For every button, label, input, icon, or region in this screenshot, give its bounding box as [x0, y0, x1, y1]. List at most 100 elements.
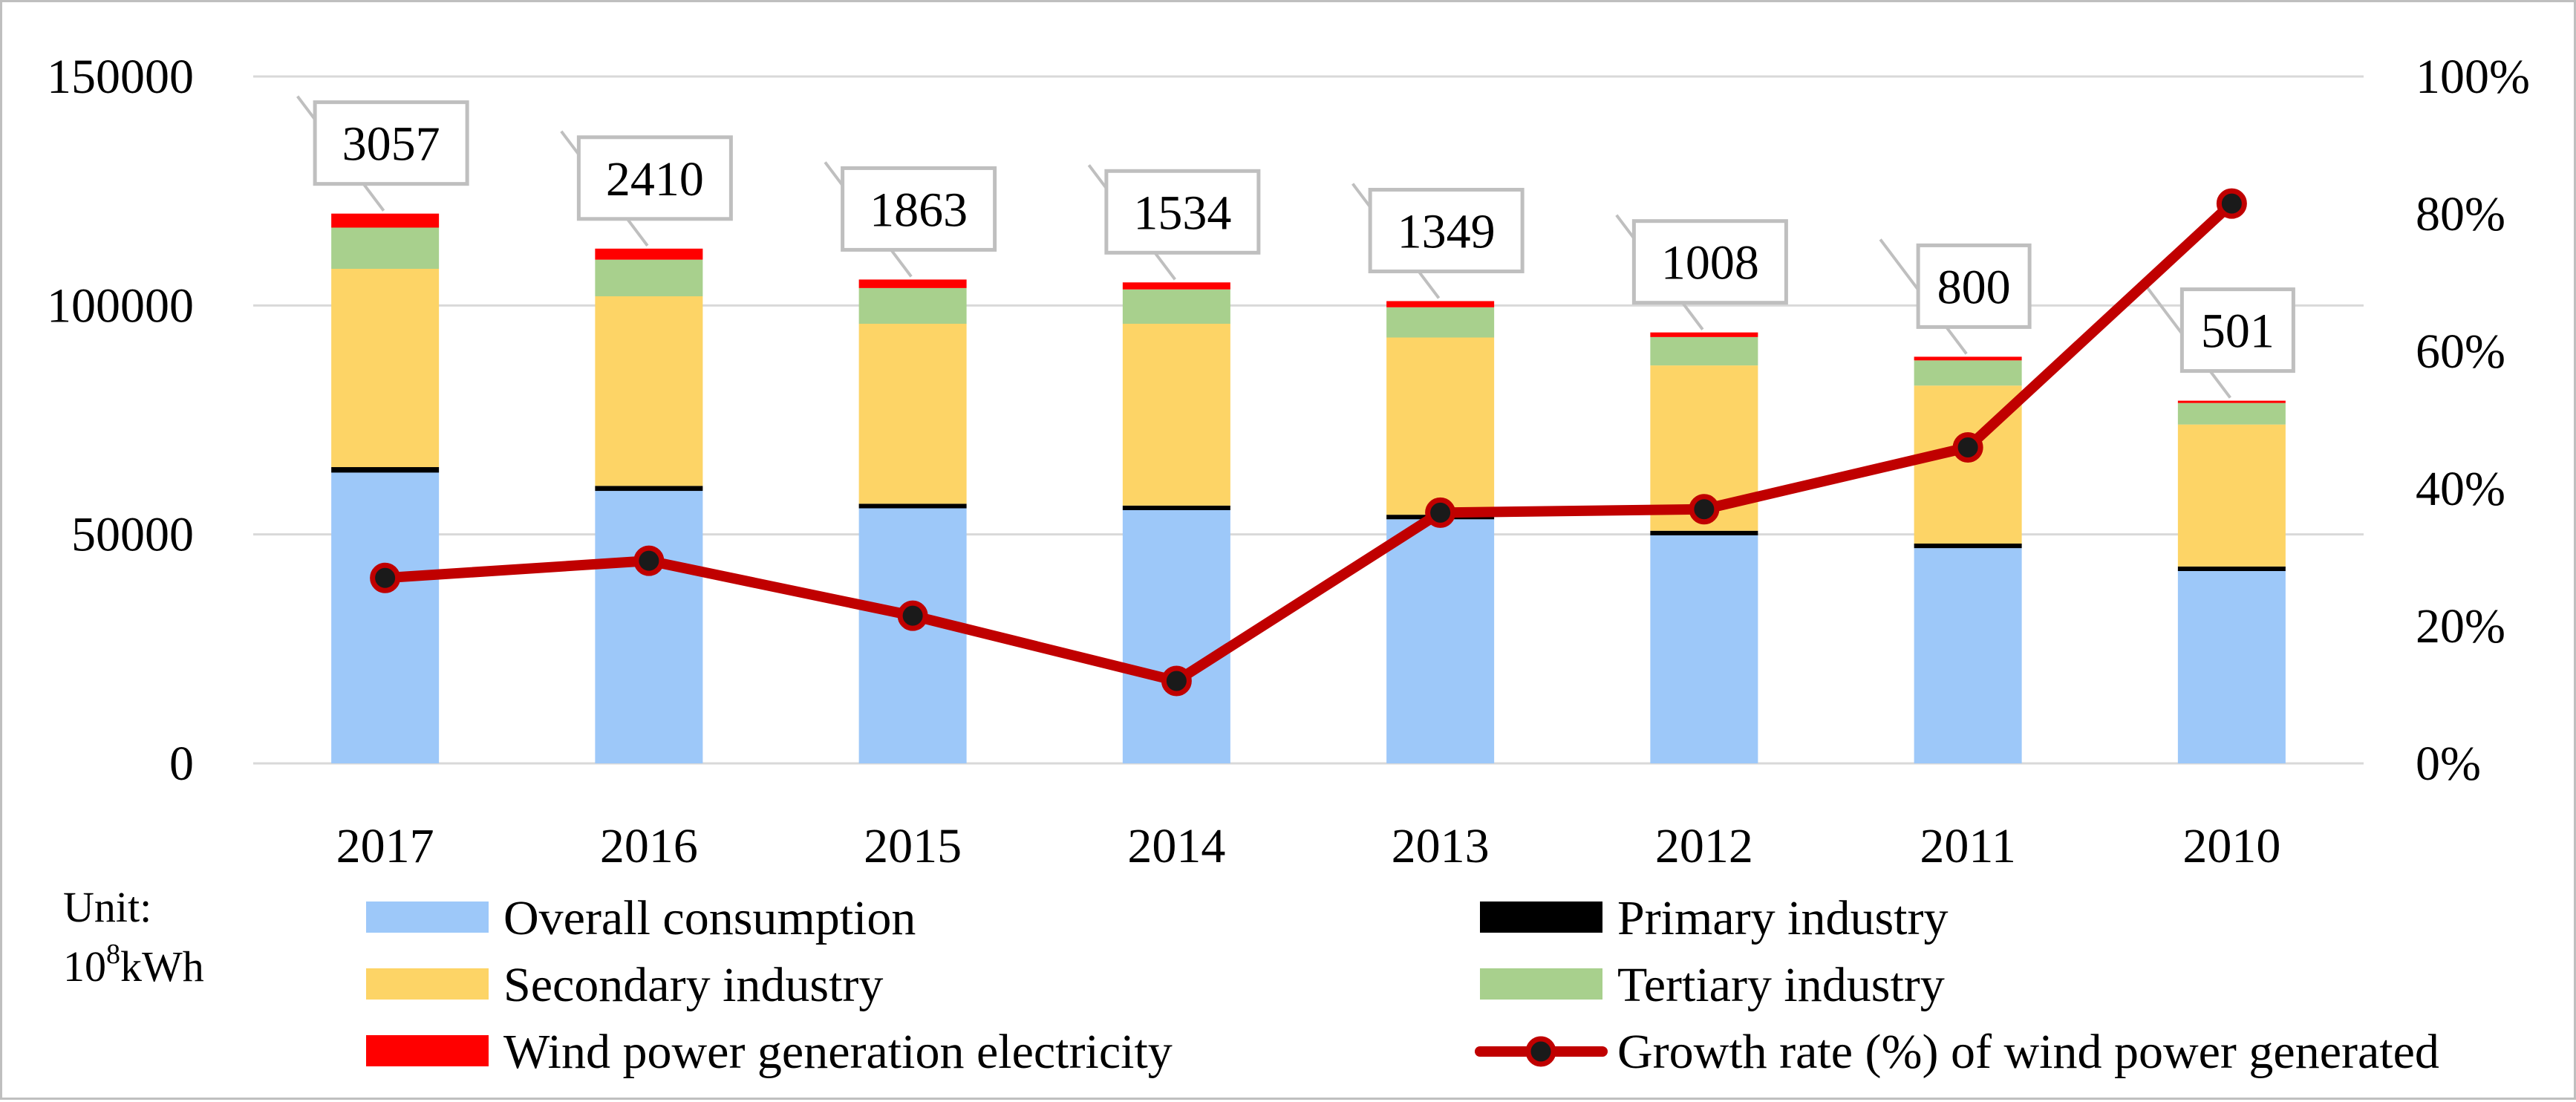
x-tick-2016: 2016 — [600, 819, 698, 873]
growth-rate-point-2014 — [1161, 665, 1192, 697]
bar-wind-power-generation-electricity-2012 — [1650, 332, 1758, 337]
bar-secondary-industry-2010 — [2177, 424, 2286, 567]
bar-overall-consumption-2012 — [1650, 535, 1758, 763]
bar-wind-power-generation-electricity-2011 — [1914, 356, 2022, 361]
y-right-tick-80%: 80% — [2416, 187, 2505, 241]
callout-box-2016 — [576, 135, 733, 221]
bar-primary-industry-2010 — [2177, 566, 2286, 571]
unit-label: Unit: 108kWh — [63, 883, 204, 991]
x-tick-2017: 2017 — [336, 819, 434, 873]
left-axis-ticks: 0 50000 100000 150000 — [47, 50, 194, 791]
legend-label-tertiary-industry: Tertiary industry — [1617, 958, 1945, 1012]
bar-tertiary-industry-2013 — [1386, 307, 1495, 338]
bar-tertiary-industry-2010 — [2177, 402, 2286, 425]
bar-secondary-industry-2017 — [331, 269, 440, 468]
bar-overall-consumption-2010 — [2177, 571, 2286, 763]
x-tick-2012: 2012 — [1655, 819, 1753, 873]
data-label-callouts: 3057 2410 1863 1534 1349 1008 800 501 — [296, 95, 2295, 399]
legend-swatch-wind-power-generation-electricity — [366, 1035, 489, 1066]
data-label-2017: 3057 — [342, 117, 440, 172]
data-label-2014: 1534 — [1133, 186, 1231, 240]
bar-overall-consumption-2017 — [331, 472, 440, 763]
bar-primary-industry-2012 — [1650, 530, 1758, 535]
callout-box-2017 — [313, 100, 469, 186]
bar-secondary-industry-2016 — [595, 296, 703, 486]
y-right-tick-0%: 0% — [2416, 737, 2481, 791]
growth-rate-point-2016 — [633, 545, 665, 576]
legend-label-overall-consumption: Overall consumption — [503, 891, 916, 945]
y-left-tick-0: 0 — [169, 737, 194, 791]
bar-secondary-industry-2013 — [1386, 337, 1495, 515]
bar-wind-power-generation-electricity-2016 — [595, 248, 703, 260]
legend-swatch-overall-consumption — [366, 902, 489, 933]
y-right-tick-20%: 20% — [2416, 599, 2505, 653]
growth-rate-point-2012 — [1689, 494, 1720, 525]
y-right-tick-40%: 40% — [2416, 462, 2505, 516]
legend-swatch-marker-growth-rate-of-wind-power-generated — [1525, 1036, 1556, 1067]
bar-tertiary-industry-2015 — [858, 287, 967, 324]
data-label-2016: 2410 — [606, 152, 704, 206]
x-tick-2015: 2015 — [864, 819, 962, 873]
unit-exponent: 8 — [106, 939, 120, 970]
y-left-tick-100000: 100000 — [47, 278, 194, 333]
growth-rate-point-2017 — [370, 562, 401, 593]
data-label-2015: 1863 — [870, 183, 968, 237]
data-label-2012: 1008 — [1661, 236, 1759, 290]
bar-overall-consumption-2015 — [858, 508, 967, 763]
callout-box-2013 — [1368, 187, 1525, 273]
x-tick-2011: 2011 — [1920, 819, 2016, 873]
bar-primary-industry-2016 — [595, 486, 703, 492]
data-label-2011: 800 — [1937, 260, 2011, 314]
growth-rate-polyline — [379, 198, 2237, 686]
bar-tertiary-industry-2014 — [1122, 289, 1230, 324]
bar-secondary-industry-2014 — [1122, 324, 1230, 506]
bar-secondary-industry-2015 — [858, 324, 967, 504]
bar-wind-power-generation-electricity-2013 — [1386, 301, 1495, 307]
bar-tertiary-industry-2012 — [1650, 336, 1758, 366]
bar-wind-power-generation-electricity-2014 — [1122, 282, 1230, 290]
callout-box-2011 — [1916, 243, 2032, 329]
bar-wind-power-generation-electricity-2017 — [331, 213, 440, 228]
growth-rate-point-2010 — [2216, 188, 2247, 219]
legend-label-wind-power-generation-electricity: Wind power generation electricity — [503, 1025, 1173, 1079]
bar-overall-consumption-2014 — [1122, 509, 1230, 763]
legend-label-growth-rate-of-wind-power-generated: Growth rate (%) of wind power generated — [1617, 1025, 2439, 1079]
y-right-tick-100%: 100% — [2416, 50, 2530, 104]
bar-primary-industry-2017 — [331, 467, 440, 473]
bar-primary-industry-2014 — [1122, 505, 1230, 510]
callout-box-2012 — [1631, 219, 1788, 305]
bar-tertiary-industry-2016 — [595, 259, 703, 296]
callout-box-2015 — [841, 166, 997, 252]
unit-label-line1: Unit: — [63, 883, 151, 931]
growth-rate-point-2015 — [897, 600, 928, 631]
bar-overall-consumption-2016 — [595, 491, 703, 763]
bar-overall-consumption-2013 — [1386, 519, 1495, 763]
legend-label-primary-industry: Primary industry — [1617, 891, 1948, 945]
x-tick-2014: 2014 — [1127, 819, 1225, 873]
legend: Overall consumption Primary industry Secon… — [366, 891, 2439, 1079]
growth-rate-point-2013 — [1425, 497, 1456, 528]
data-label-2013: 1349 — [1398, 204, 1496, 258]
callout-box-2010 — [2179, 287, 2295, 374]
data-label-2010: 501 — [2201, 304, 2275, 359]
unit-base: 10 — [63, 942, 106, 991]
bar-primary-industry-2011 — [1914, 544, 2022, 549]
bar-wind-power-generation-electricity-2010 — [2177, 400, 2286, 403]
bar-tertiary-industry-2017 — [331, 227, 440, 269]
bar-tertiary-industry-2011 — [1914, 360, 2022, 386]
x-tick-2010: 2010 — [2182, 819, 2280, 873]
legend-swatch-tertiary-industry — [1480, 968, 1602, 1000]
x-axis-ticks: 2017 2016 2015 2014 2013 2012 2011 2010 — [336, 819, 2281, 873]
x-tick-2013: 2013 — [1392, 819, 1490, 873]
unit-rest: kWh — [120, 942, 204, 991]
gridlines — [253, 75, 2364, 765]
callout-box-2014 — [1104, 169, 1261, 255]
y-left-tick-150000: 150000 — [47, 50, 194, 104]
y-left-tick-50000: 50000 — [71, 508, 194, 562]
y-right-tick-60%: 60% — [2416, 325, 2505, 379]
bar-wind-power-generation-electricity-2015 — [858, 279, 967, 288]
bar-primary-industry-2015 — [858, 503, 967, 509]
legend-swatch-secondary-industry — [366, 968, 489, 1000]
